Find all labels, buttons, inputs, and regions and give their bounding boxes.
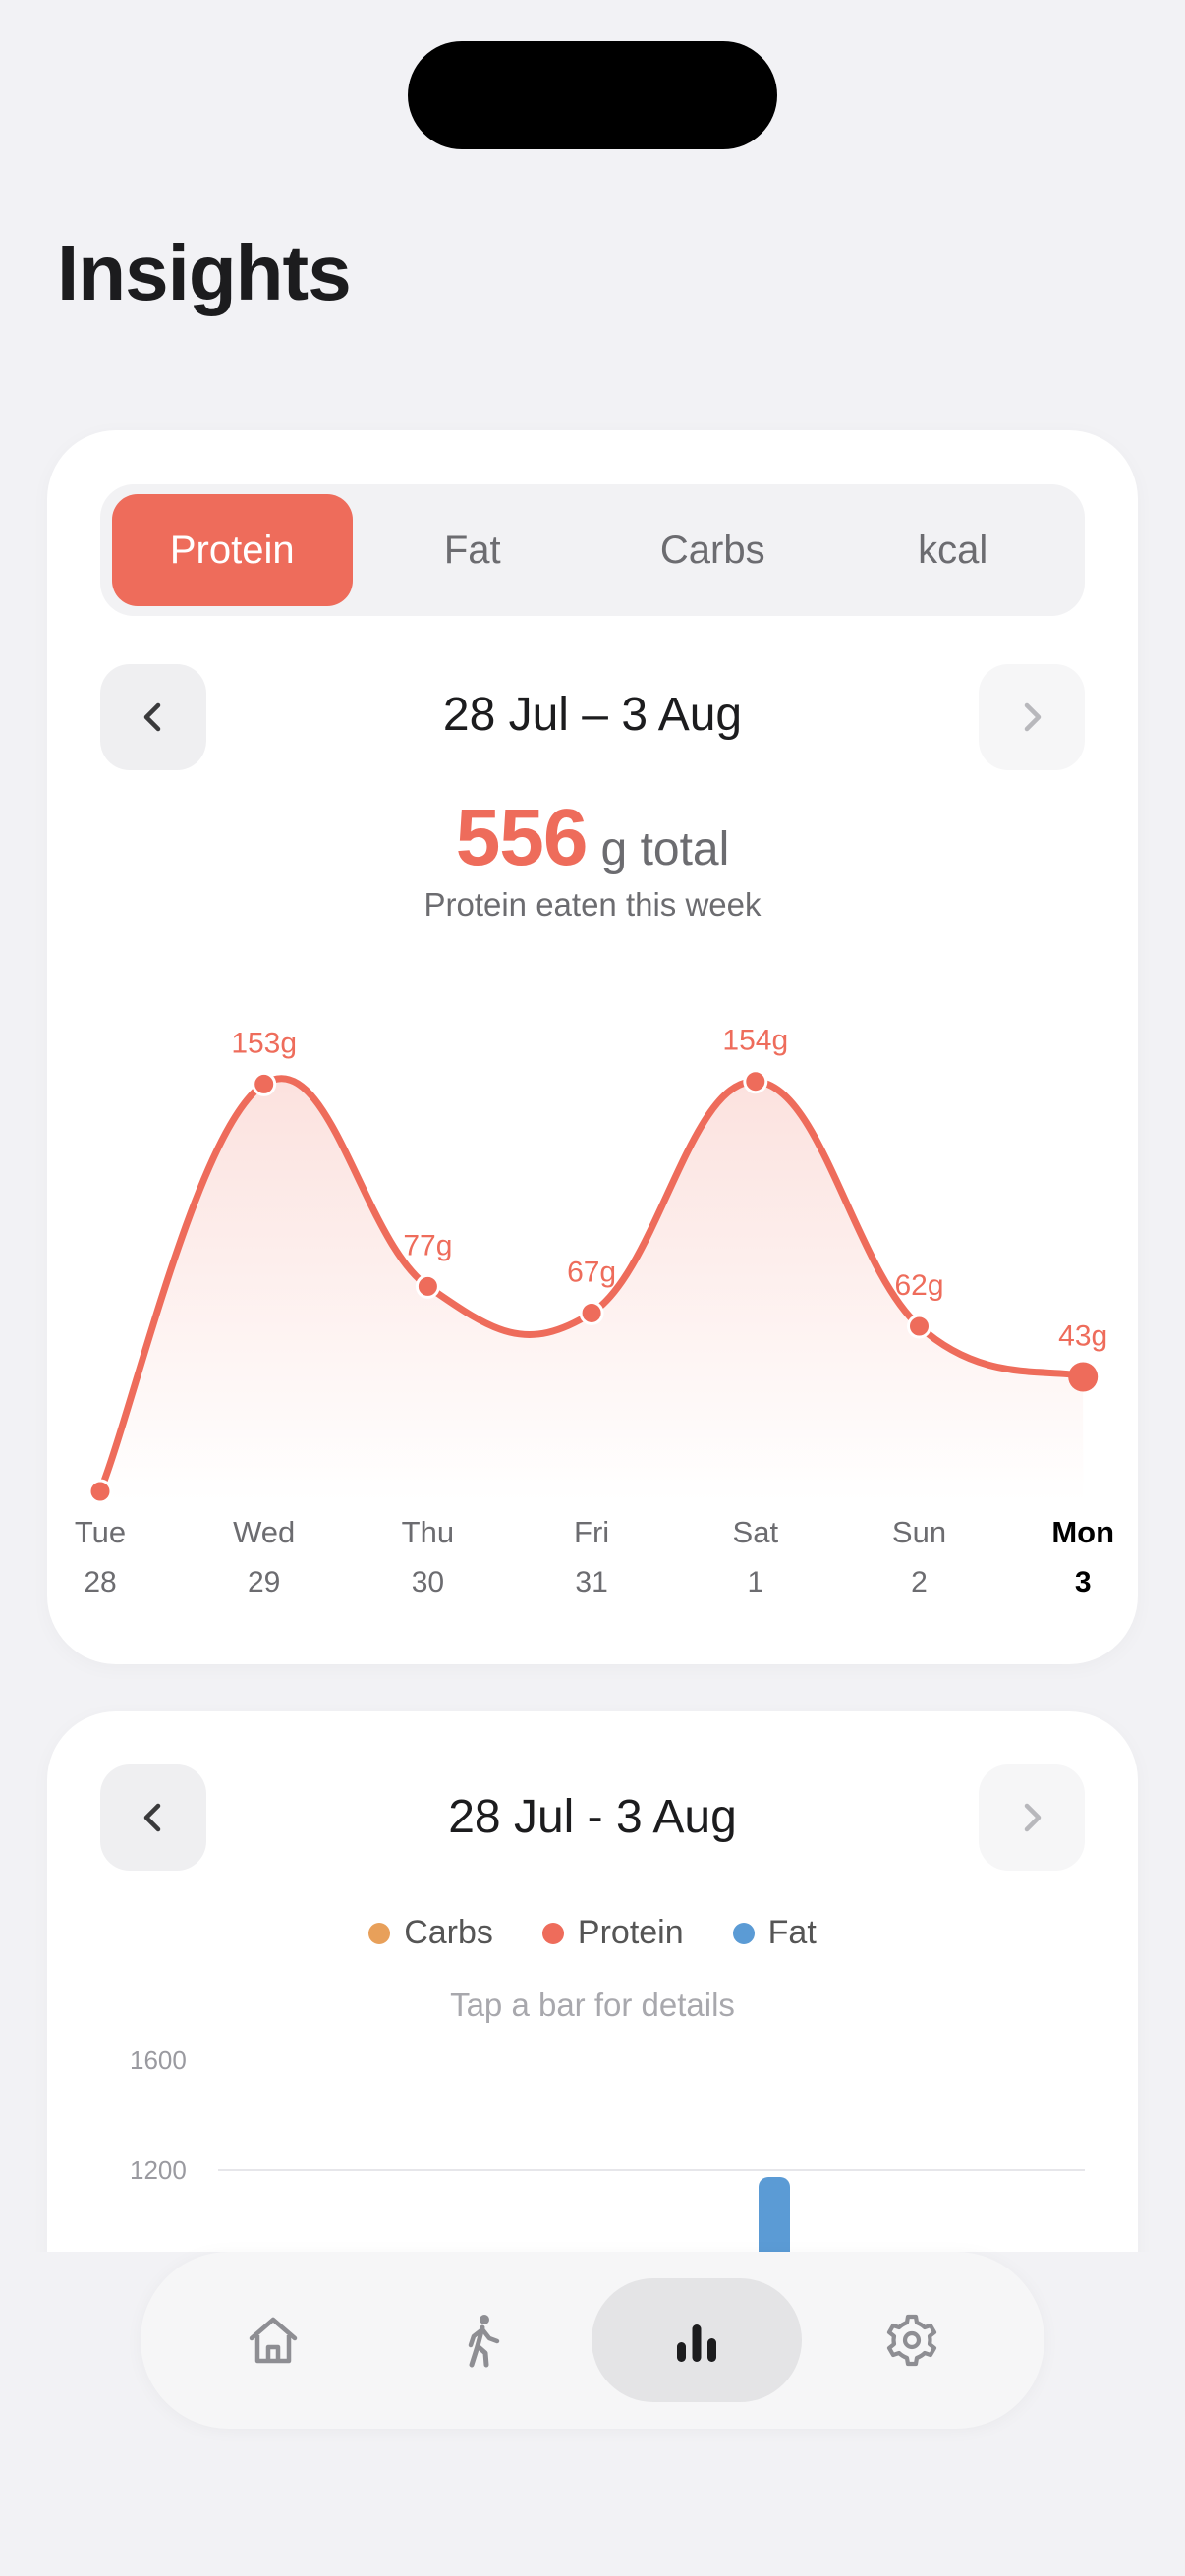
day-label-fri[interactable]: Fri 31 <box>533 1515 650 1599</box>
tab-insights[interactable] <box>592 2278 802 2402</box>
legend-label: Carbs <box>404 1914 493 1951</box>
data-point[interactable] <box>415 1273 440 1299</box>
legend-protein[interactable]: Protein <box>541 1914 684 1952</box>
total-unit: g total <box>600 823 730 875</box>
carbs-dot <box>368 1922 391 1944</box>
day-label-tue[interactable]: Tue 28 <box>41 1515 159 1599</box>
bottom-tab-bar <box>141 2252 1044 2429</box>
walking-person-icon <box>468 2315 500 2368</box>
macros-legend: Carbs Protein Fat <box>0 1914 1185 1952</box>
home-icon <box>249 2317 298 2364</box>
day-date: 31 <box>575 1566 608 1598</box>
day-name: Sun <box>891 1515 947 1549</box>
weekly-total: 556 g total <box>47 792 1138 884</box>
total-value: 556 <box>455 793 589 882</box>
tab-settings[interactable] <box>807 2278 1017 2402</box>
day-label-mon[interactable]: Mon 3 <box>1024 1515 1142 1599</box>
nutrient-segmented-control: Protein Fat Carbs kcal <box>100 484 1085 616</box>
day-label-sat[interactable]: Sat 1 <box>697 1515 815 1599</box>
week-range-label: 28 Jul – 3 Aug <box>442 689 743 741</box>
next-week-button-2[interactable] <box>979 1764 1085 1871</box>
day-name: Wed <box>233 1515 296 1549</box>
tap-hint: Tap a bar for details <box>450 1987 735 2023</box>
legend-label: Fat <box>767 1914 817 1951</box>
fat-dot <box>732 1922 755 1944</box>
data-label: 154g <box>722 1025 788 1057</box>
series-line <box>96 1075 1087 1495</box>
tab-fat[interactable]: Fat <box>443 528 501 572</box>
day-label-sun[interactable]: Sun 2 <box>861 1515 979 1599</box>
data-point[interactable] <box>907 1314 931 1339</box>
bar-chart-icon <box>677 2324 716 2362</box>
day-name: Tue <box>74 1515 127 1549</box>
day-date: 1 <box>747 1566 764 1598</box>
data-label: 77g <box>403 1229 452 1261</box>
data-label: 67g <box>567 1256 616 1288</box>
data-point[interactable] <box>743 1069 768 1094</box>
data-label: 62g <box>894 1269 943 1302</box>
chevron-right-icon <box>1024 702 1042 732</box>
day-name: Thu <box>401 1515 455 1549</box>
prev-week-button[interactable] <box>100 664 206 770</box>
gridline-1200 <box>218 2169 1085 2171</box>
tab-kcal[interactable]: kcal <box>918 528 988 572</box>
data-point[interactable] <box>87 1479 113 1504</box>
data-label: 153g <box>231 1027 297 1059</box>
fat-bar[interactable] <box>759 2177 790 2256</box>
day-date: 29 <box>248 1566 281 1598</box>
prev-week-button-2[interactable] <box>100 1764 206 1871</box>
y-tick-1200: 1200 <box>130 2156 187 2185</box>
data-point[interactable] <box>252 1071 277 1096</box>
day-date: 30 <box>411 1566 445 1598</box>
next-week-button[interactable] <box>979 664 1085 770</box>
protein-line-chart: 153g 77g 67g 154g 62g 43g <box>87 1025 1107 1504</box>
chevron-left-icon <box>143 1803 161 1832</box>
day-label-wed[interactable]: Wed 29 <box>205 1515 323 1599</box>
day-name: Mon <box>1051 1515 1115 1549</box>
page-title: Insights <box>57 229 352 316</box>
day-date: 3 <box>1074 1566 1092 1598</box>
data-label: 43g <box>1058 1319 1107 1352</box>
week-range-label-2: 28 Jul - 3 Aug <box>448 1791 737 1843</box>
gear-icon <box>886 2314 937 2367</box>
y-tick-1600: 1600 <box>130 2045 187 2075</box>
protein-dot <box>541 1922 564 1944</box>
tab-activity[interactable] <box>376 2278 587 2402</box>
total-subtitle: Protein eaten this week <box>423 886 762 923</box>
day-date: 28 <box>84 1566 117 1598</box>
day-date: 2 <box>911 1566 928 1598</box>
data-point[interactable] <box>1068 1362 1099 1392</box>
chevron-left-icon <box>143 702 161 732</box>
day-label-thu[interactable]: Thu 30 <box>368 1515 486 1599</box>
legend-carbs[interactable]: Carbs <box>368 1914 493 1952</box>
tab-home[interactable] <box>168 2278 378 2402</box>
chevron-right-icon <box>1024 1803 1042 1832</box>
protein-card: Protein Fat Carbs kcal 28 Jul – 3 Aug 55… <box>47 430 1138 1664</box>
dynamic-island <box>408 41 777 149</box>
day-name: Sat <box>732 1515 779 1549</box>
legend-fat[interactable]: Fat <box>732 1914 817 1952</box>
data-point[interactable] <box>579 1300 604 1325</box>
legend-label: Protein <box>577 1914 684 1951</box>
day-name: Fri <box>574 1515 610 1549</box>
tab-protein[interactable]: Protein <box>112 494 353 606</box>
tab-carbs[interactable]: Carbs <box>659 528 765 572</box>
